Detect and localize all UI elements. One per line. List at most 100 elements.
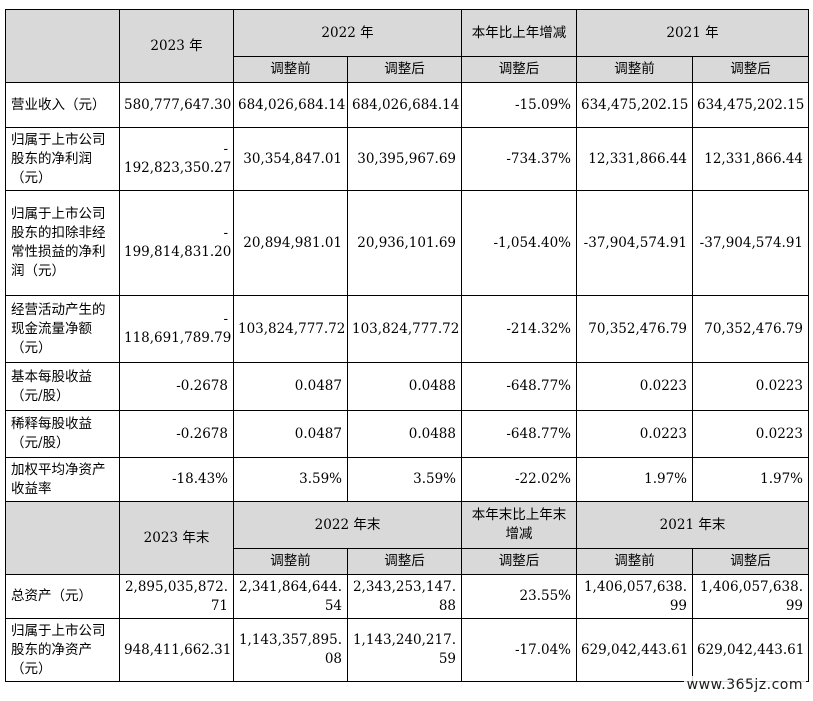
- value-2022-after-part: 59: [438, 651, 456, 667]
- table-row: 归属于上市公司股东的扣除非经常性损益的净利润（元） - 199,814,831.20…: [5, 190, 809, 296]
- value-2022-before: 0.0487: [233, 410, 348, 458]
- value-2022-after: 0.0488: [347, 410, 462, 458]
- header-2022-after: 调整后: [347, 56, 462, 83]
- value-2023: - 199,814,831.20: [119, 190, 234, 296]
- value-2023-part: 2,895,035,872.: [124, 578, 228, 595]
- value-2021-before: 70,352,476.79: [576, 295, 693, 363]
- value-2021-after-part: 99: [785, 597, 803, 614]
- header-2022-end-before: 调整前: [233, 548, 348, 575]
- value-2021-after: -37,904,574.91: [692, 190, 809, 296]
- value-2022-before: 3.59%: [233, 457, 348, 502]
- value-2023-part: 580,777,647.30: [124, 96, 232, 113]
- value-2023: -18.43%: [119, 457, 234, 502]
- header-2021-end: 2021 年末: [576, 501, 809, 549]
- value-2023-part: -0.2678: [176, 425, 228, 442]
- table-row: 稀释每股收益（元/股） -0.2678 0.0487 0.0488 -648.77% 0.…: [5, 410, 809, 458]
- value-2023: - 192,823,350.27: [119, 127, 234, 191]
- row-label: 归属于上市公司股东的净利润（元）: [5, 127, 120, 191]
- table-row: 基本每股收益（元/股） -0.2678 0.0487 0.0488 -648.77% 0.…: [5, 362, 809, 411]
- value-2023: -0.2678: [119, 410, 234, 458]
- table-row: 归属于上市公司股东的净资产（元） 948,411,662.31 1,143,357,…: [5, 618, 809, 682]
- header-2021-end-before: 调整前: [576, 548, 693, 575]
- value-2021-after: 0.0223: [692, 410, 809, 458]
- header-change-end: 本年末比上年末增减: [461, 501, 577, 549]
- value-2022-after-part: 88: [438, 597, 456, 614]
- value-2022-before: 30,354,847.01: [233, 127, 348, 191]
- value-2022-before: 2,341,864,644. 54: [233, 574, 348, 619]
- row-label: 基本每股收益（元/股）: [5, 362, 120, 411]
- value-2023-part: -: [223, 225, 228, 241]
- value-2023-part: -: [223, 141, 228, 157]
- value-2023: -0.2678: [119, 362, 234, 411]
- header-2021: 2021 年: [576, 9, 809, 57]
- value-2021-after: 634,475,202.15: [692, 82, 809, 128]
- value-2021-before: 0.0223: [576, 362, 693, 411]
- value-2021-after-part: 629,042,443.61: [697, 641, 805, 658]
- value-2023-part: 948,411,662.31: [124, 641, 232, 658]
- header-2021-after: 调整后: [692, 56, 809, 83]
- table-row: 加权平均净资产收益率 -18.43% 3.59% 3.59% -22.02% 1.97% 1…: [5, 457, 809, 502]
- value-2022-before: 1,143,357,895. 08: [233, 618, 348, 682]
- value-change: 23.55%: [461, 574, 577, 619]
- value-2022-before: 684,026,684.14: [233, 82, 348, 128]
- value-2021-after: 1.97%: [692, 457, 809, 502]
- value-2022-after: 30,395,967.69: [347, 127, 462, 191]
- table-row: 经营活动产生的现金流量净额（元） -118,691,789.79 103,824,7…: [5, 295, 809, 363]
- value-2022-after: 684,026,684.14: [347, 82, 462, 128]
- value-2021-after: 12,331,866.44: [692, 127, 809, 191]
- value-2022-after-part: 2,343,253,147.: [352, 578, 456, 595]
- value-2021-before-part: 99: [669, 597, 687, 614]
- corner-cell: [5, 9, 120, 83]
- value-2021-before: 1,406,057,638. 99: [576, 574, 693, 619]
- value-2023-part: 118,691,789.79: [124, 330, 232, 346]
- section-header-row: 2023 年末 2022 年末 本年末比上年末增减 2021 年末: [5, 501, 809, 575]
- row-label: 归属于上市公司股东的净资产（元）: [5, 618, 120, 682]
- header-change-after: 调整后: [461, 56, 577, 83]
- table-row: 营业收入（元） 580,777,647.30 684,026,684.14 684,0…: [5, 82, 809, 128]
- value-2021-before: 1.97%: [576, 457, 693, 502]
- value-2021-after: 70,352,476.79: [692, 295, 809, 363]
- financial-data-table: 2023 年 2022 年 本年比上年增减 2021 年 调整前 调整后 调整后…: [5, 9, 809, 682]
- value-2021-before: -37,904,574.91: [576, 190, 693, 296]
- row-label: 总资产（元）: [5, 574, 120, 619]
- value-2021-after-part: 1,406,057,638.: [699, 578, 803, 595]
- value-2022-after: 2,343,253,147. 88: [347, 574, 462, 619]
- value-2023-part: 71: [210, 597, 228, 614]
- value-2021-after: 1,406,057,638. 99: [692, 574, 809, 619]
- value-2022-before-part: 2,341,864,644.: [238, 578, 342, 595]
- table-row: 总资产（元） 2,895,035,872. 71 2,341,864,644. 54 2,…: [5, 574, 809, 619]
- value-change: -648.77%: [461, 410, 577, 458]
- row-label: 经营活动产生的现金流量净额（元）: [5, 295, 120, 363]
- value-2022-after-part: 1,143,240,217.: [352, 632, 456, 648]
- value-2022-before-part: 08: [324, 651, 342, 667]
- value-2023-part: -0.2678: [176, 378, 228, 394]
- watermark: www.365jz.com: [683, 676, 806, 694]
- header-change: 本年比上年增减: [461, 9, 577, 57]
- value-2022-before: 103,824,777.72: [233, 295, 348, 363]
- row-label: 营业收入（元）: [5, 82, 120, 128]
- value-2022-after: 1,143,240,217. 59: [347, 618, 462, 682]
- corner-cell-2: [5, 501, 120, 575]
- header-2023: 2023 年: [119, 9, 234, 83]
- header-2021-before: 调整前: [576, 56, 693, 83]
- value-2021-before: 0.0223: [576, 410, 693, 458]
- value-2021-before: 634,475,202.15: [576, 82, 693, 128]
- value-2022-after: 20,936,101.69: [347, 190, 462, 296]
- value-2022-before: 20,894,981.01: [233, 190, 348, 296]
- header-2022: 2022 年: [233, 9, 462, 57]
- value-2021-before: 12,331,866.44: [576, 127, 693, 191]
- value-2023: 580,777,647.30: [119, 82, 234, 128]
- value-2021-before: 629,042,443.61: [576, 618, 693, 682]
- value-change: -734.37%: [461, 127, 577, 191]
- value-2023: - 118,691,789.79: [119, 295, 234, 363]
- value-change: -1,054.40%: [461, 190, 577, 296]
- value-2023-part: -18.43%: [171, 471, 228, 487]
- value-2022-after: 103,824,777.72: [347, 295, 462, 363]
- value-change: -22.02%: [461, 457, 577, 502]
- value-2022-after: 3.59%: [347, 457, 462, 502]
- value-2022-before-part: 1,143,357,895.: [238, 632, 342, 648]
- row-label: 稀释每股收益（元/股）: [5, 410, 120, 458]
- value-2023: 2,895,035,872. 71: [119, 574, 234, 619]
- header-2022-end-after: 调整后: [347, 548, 462, 575]
- section-subheader-row: 调整前 调整后 调整后 调整前 调整后: [6, 548, 809, 575]
